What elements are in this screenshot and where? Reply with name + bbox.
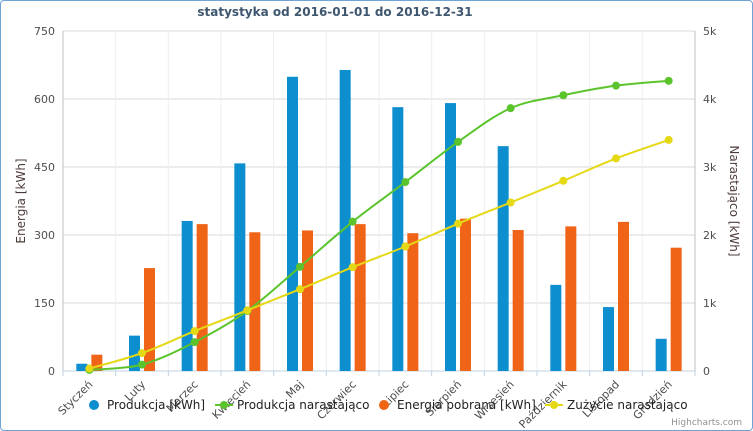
bar[interactable] — [460, 218, 471, 371]
bar[interactable] — [603, 307, 614, 371]
legend-item[interactable]: Energia pobrana [kWh] — [397, 398, 536, 412]
y-left-tick-label: 600 — [34, 93, 55, 106]
line-point[interactable] — [612, 154, 620, 163]
chart-title: statystyka od 2016-01-01 do 2016-12-31 — [197, 5, 472, 19]
line-point[interactable] — [138, 360, 146, 369]
bar[interactable] — [512, 230, 524, 371]
bar[interactable] — [144, 268, 155, 371]
x-tick-label: Styczeń — [56, 378, 96, 418]
legend-symbol[interactable] — [89, 400, 99, 410]
line-point[interactable] — [348, 217, 357, 226]
y-right-tick-label: 0 — [703, 365, 710, 378]
bar[interactable] — [287, 76, 298, 371]
y-right-tick-label: 3k — [703, 161, 717, 174]
line-point[interactable] — [506, 198, 515, 207]
y-left-tick-label: 750 — [34, 25, 55, 38]
y-right-tick-label: 4k — [703, 93, 717, 106]
y-right-tick-label: 5k — [703, 25, 717, 38]
bar[interactable] — [76, 363, 88, 371]
bar[interactable] — [91, 354, 103, 371]
line-point[interactable] — [401, 242, 410, 251]
y-left-tick-label: 300 — [34, 229, 55, 242]
bar[interactable] — [565, 226, 577, 371]
bar[interactable] — [497, 146, 509, 371]
bar[interactable] — [655, 338, 667, 371]
line-point[interactable] — [190, 338, 199, 347]
bar[interactable] — [407, 233, 419, 371]
line-point[interactable] — [296, 262, 304, 271]
line-point[interactable] — [612, 81, 620, 90]
y-axis-left-title: Energia [kWh] — [14, 158, 28, 243]
line-point[interactable] — [664, 76, 673, 85]
bar[interactable] — [550, 284, 562, 371]
bar[interactable] — [354, 224, 366, 371]
line-point[interactable] — [664, 135, 673, 144]
series-line[interactable] — [89, 138, 669, 370]
bar[interactable] — [618, 221, 629, 371]
bar[interactable] — [302, 230, 313, 371]
y-axis-right-title: Narastająco [kWh] — [727, 145, 741, 256]
bar[interactable] — [392, 107, 404, 371]
bar[interactable] — [445, 103, 456, 371]
line-point[interactable] — [243, 306, 252, 315]
bar[interactable] — [670, 247, 682, 371]
line-point[interactable] — [559, 176, 568, 185]
line-point[interactable] — [190, 327, 199, 336]
y-left-tick-label: 150 — [34, 297, 55, 310]
line-point[interactable] — [559, 91, 568, 100]
bar[interactable] — [181, 220, 193, 371]
legend-item[interactable]: Zużycie narastająco — [567, 398, 688, 412]
line-point[interactable] — [348, 263, 357, 272]
y-left-tick-label: 450 — [34, 161, 55, 174]
legend-item[interactable]: Produkcja [kWh] — [107, 398, 205, 412]
bar[interactable] — [234, 163, 246, 371]
bar[interactable] — [339, 69, 351, 371]
bar[interactable] — [196, 224, 208, 371]
legend-item[interactable]: Produkcja narastająco — [237, 398, 370, 412]
y-right-tick-label: 2k — [703, 229, 717, 242]
legend-symbol[interactable] — [379, 400, 389, 410]
y-left-tick-label: 0 — [48, 365, 55, 378]
bar[interactable] — [129, 335, 140, 371]
line-point[interactable] — [454, 219, 462, 228]
line-point[interactable] — [506, 104, 515, 113]
line-point[interactable] — [454, 137, 462, 146]
legend-symbol-marker[interactable] — [550, 401, 558, 409]
line-point[interactable] — [401, 178, 410, 187]
line-point[interactable] — [85, 364, 94, 373]
legend-symbol-marker[interactable] — [220, 401, 228, 409]
line-point[interactable] — [296, 285, 304, 294]
y-right-tick-label: 1k — [703, 297, 717, 310]
bar[interactable] — [249, 232, 261, 371]
credit-link[interactable]: Highcharts.com — [671, 418, 742, 428]
line-point[interactable] — [138, 349, 146, 358]
